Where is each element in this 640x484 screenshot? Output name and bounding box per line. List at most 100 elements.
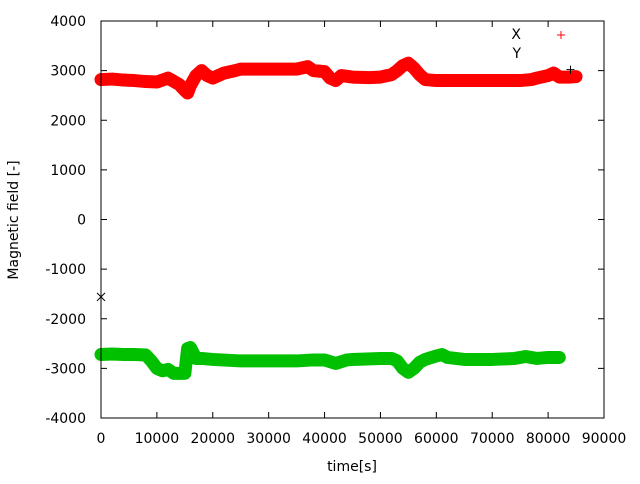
y-tick-label: -3000 bbox=[45, 361, 86, 377]
data-point-y bbox=[387, 354, 396, 363]
data-point-x bbox=[108, 75, 117, 84]
data-point-x bbox=[175, 80, 184, 89]
data-point-x bbox=[309, 66, 318, 75]
x-tick-label: 0 bbox=[97, 431, 106, 447]
data-point-x bbox=[404, 59, 413, 68]
data-point-x bbox=[292, 65, 301, 74]
data-point-y bbox=[443, 353, 452, 362]
data-point-x bbox=[164, 74, 173, 83]
data-point-y bbox=[437, 350, 447, 359]
y-tick-label: -2000 bbox=[45, 312, 86, 328]
y-tick-label: 0 bbox=[77, 213, 86, 229]
data-point-x bbox=[387, 70, 396, 79]
data-point-x bbox=[432, 76, 441, 85]
y-axis-label: Magnetic field [-] bbox=[6, 160, 22, 279]
data-point-y bbox=[152, 364, 162, 373]
y-tick-label: 4000 bbox=[50, 14, 86, 30]
data-point-x bbox=[141, 77, 150, 86]
x-tick-label: 40000 bbox=[302, 431, 347, 447]
data-point-x bbox=[219, 69, 228, 78]
data-point-y bbox=[264, 356, 274, 366]
data-point-x bbox=[460, 76, 469, 85]
data-point-y bbox=[376, 354, 385, 363]
data-point-x bbox=[421, 75, 430, 84]
data-point-x bbox=[281, 65, 290, 74]
data-point-x bbox=[415, 70, 424, 79]
data-point-x bbox=[197, 66, 206, 75]
x-axis-label: time[s] bbox=[327, 459, 377, 475]
data-point-y bbox=[415, 358, 424, 367]
data-point-x bbox=[549, 69, 558, 78]
data-point-x bbox=[376, 73, 385, 82]
data-point-x bbox=[326, 74, 335, 83]
data-point-x bbox=[247, 65, 256, 74]
data-point-y bbox=[309, 355, 318, 365]
data-point-x bbox=[555, 73, 564, 82]
y-tick-label: 3000 bbox=[50, 64, 86, 80]
y-tick-label: 1000 bbox=[50, 163, 86, 179]
x-tick-label: 90000 bbox=[582, 431, 627, 447]
data-point-x bbox=[532, 74, 541, 83]
x-tick-label: 80000 bbox=[526, 431, 571, 447]
legend-label-y: Y bbox=[511, 46, 521, 62]
data-point-x bbox=[488, 76, 497, 85]
data-point-y bbox=[532, 354, 542, 363]
data-point-x bbox=[393, 66, 402, 75]
data-point-y bbox=[158, 366, 167, 376]
series-layer bbox=[94, 56, 583, 380]
data-point-x bbox=[119, 76, 128, 85]
axis-ticks: 0 10000 20000 30000 40000 50000 60000 70000 8000… bbox=[45, 14, 626, 447]
data-point-y bbox=[398, 364, 408, 373]
outlier-point bbox=[566, 65, 575, 74]
legend-label-x: X bbox=[511, 27, 521, 43]
data-point-x bbox=[231, 66, 240, 75]
data-point-y bbox=[543, 353, 553, 362]
data-point-y bbox=[130, 350, 139, 359]
data-point-x bbox=[516, 76, 525, 85]
data-point-x bbox=[183, 88, 192, 97]
data-point-y bbox=[186, 343, 195, 352]
data-point-y bbox=[236, 356, 246, 366]
data-point-x bbox=[130, 76, 139, 85]
data-point-x bbox=[544, 71, 553, 80]
data-point-x bbox=[152, 78, 161, 87]
data-point-x bbox=[192, 71, 201, 80]
y-tick-label: -1000 bbox=[45, 262, 86, 278]
data-point-x bbox=[331, 76, 340, 85]
x-tick-label: 60000 bbox=[414, 431, 459, 447]
data-point-x bbox=[409, 64, 418, 73]
data-point-x bbox=[337, 71, 346, 80]
legend-marker-x bbox=[557, 31, 565, 39]
data-point-y bbox=[510, 354, 519, 363]
data-point-x bbox=[236, 65, 245, 74]
data-point-y bbox=[431, 351, 441, 361]
data-point-x bbox=[186, 81, 195, 90]
data-point-x bbox=[527, 75, 536, 84]
data-point-y bbox=[392, 356, 402, 366]
data-point-y bbox=[119, 350, 128, 359]
x-tick-label: 50000 bbox=[358, 431, 403, 447]
data-point-y bbox=[487, 355, 497, 364]
data-point-x bbox=[208, 74, 217, 83]
data-point-x bbox=[398, 61, 407, 70]
data-point-y bbox=[554, 353, 564, 362]
data-point-x bbox=[320, 67, 329, 76]
data-point-y bbox=[459, 355, 469, 364]
data-point-y bbox=[146, 356, 156, 366]
data-point-y bbox=[197, 354, 206, 363]
data-point-x bbox=[365, 73, 374, 82]
data-point-y bbox=[180, 368, 190, 378]
data-point-y bbox=[208, 355, 218, 364]
data-point-y bbox=[292, 356, 301, 366]
legend-plus-icon bbox=[557, 31, 565, 39]
data-point-y bbox=[521, 352, 531, 361]
y-tick-label: -4000 bbox=[45, 411, 86, 427]
x-tick-label: 10000 bbox=[135, 431, 180, 447]
series-band-x bbox=[94, 56, 583, 100]
data-point-y bbox=[420, 355, 430, 364]
x-tick-label: 20000 bbox=[191, 431, 236, 447]
data-point-x bbox=[203, 71, 212, 80]
data-point-y bbox=[183, 344, 192, 353]
data-point-x bbox=[303, 62, 312, 71]
data-point-y bbox=[163, 365, 173, 374]
